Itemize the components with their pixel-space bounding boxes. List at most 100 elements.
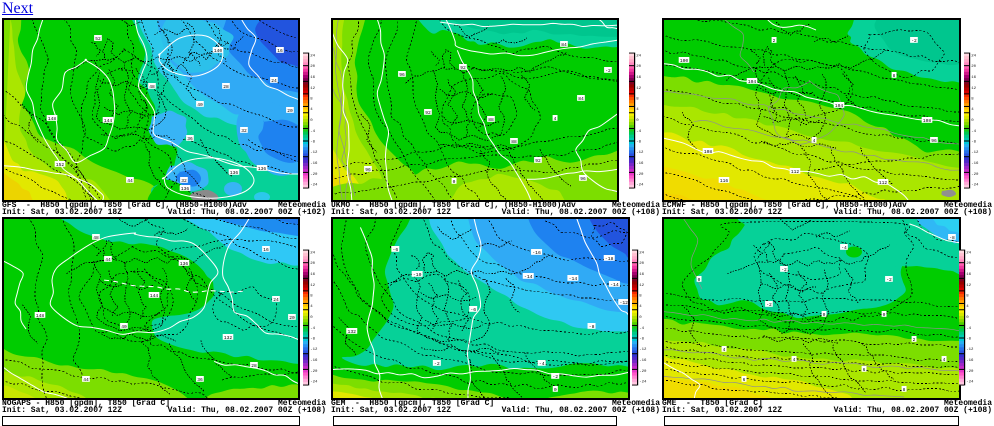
svg-text:-8: -8 — [636, 141, 641, 145]
svg-text:16: 16 — [636, 76, 641, 80]
svg-text:-16: -16 — [971, 162, 979, 166]
svg-text:148: 148 — [36, 313, 45, 319]
svg-text:-16: -16 — [532, 250, 541, 256]
svg-text:52: 52 — [95, 36, 101, 42]
svg-text:-24: -24 — [639, 381, 647, 385]
svg-text:12: 12 — [310, 284, 315, 288]
svg-text:16: 16 — [310, 273, 315, 277]
svg-text:84: 84 — [578, 96, 584, 102]
svg-text:20: 20 — [287, 108, 293, 114]
svg-text:92: 92 — [460, 65, 466, 71]
svg-text:20: 20 — [310, 262, 315, 266]
svg-text:104: 104 — [835, 103, 844, 109]
svg-text:16: 16 — [639, 273, 644, 277]
svg-text:-4: -4 — [966, 327, 971, 331]
svg-text:96: 96 — [580, 176, 586, 182]
svg-text:32: 32 — [241, 128, 247, 134]
svg-text:24: 24 — [310, 252, 315, 256]
svg-text:-14: -14 — [569, 276, 578, 282]
svg-text:136: 136 — [230, 170, 239, 176]
svg-text:20: 20 — [971, 65, 976, 69]
svg-text:-6: -6 — [470, 307, 476, 313]
svg-text:2: 2 — [773, 38, 776, 44]
svg-text:-14: -14 — [610, 282, 619, 288]
svg-text:4: 4 — [813, 138, 816, 144]
svg-text:144: 144 — [104, 118, 113, 124]
svg-text:-2: -2 — [911, 38, 917, 44]
svg-text:40: 40 — [121, 324, 127, 330]
svg-text:-20: -20 — [971, 173, 979, 177]
svg-text:-2: -2 — [766, 302, 772, 308]
svg-text:0: 0 — [883, 312, 886, 318]
svg-text:0: 0 — [453, 179, 456, 185]
svg-text:12: 12 — [639, 284, 644, 288]
svg-text:20: 20 — [636, 65, 641, 69]
svg-text:4: 4 — [310, 305, 313, 309]
svg-text:-4: -4 — [310, 327, 315, 331]
svg-text:0: 0 — [639, 316, 642, 320]
svg-text:-18: -18 — [605, 256, 614, 262]
svg-text:0: 0 — [310, 119, 313, 123]
svg-text:-24: -24 — [971, 184, 979, 188]
svg-text:96: 96 — [399, 72, 405, 78]
svg-text:-20: -20 — [310, 173, 318, 177]
svg-text:-2: -2 — [605, 68, 611, 74]
svg-text:-4: -4 — [636, 130, 641, 134]
svg-text:-12: -12 — [310, 151, 318, 155]
svg-text:-16: -16 — [966, 359, 974, 363]
svg-text:132: 132 — [347, 329, 356, 335]
svg-text:-24: -24 — [310, 381, 318, 385]
svg-text:6: 6 — [863, 367, 866, 373]
svg-text:-12: -12 — [639, 348, 647, 352]
svg-text:2: 2 — [913, 337, 916, 343]
svg-text:16: 16 — [263, 247, 269, 253]
svg-text:24: 24 — [639, 252, 644, 256]
svg-text:16: 16 — [310, 76, 315, 80]
svg-text:96: 96 — [931, 138, 937, 144]
svg-text:8: 8 — [903, 387, 906, 393]
svg-text:84: 84 — [561, 42, 567, 48]
svg-text:-4: -4 — [539, 361, 545, 367]
svg-text:4: 4 — [793, 357, 796, 363]
svg-text:-8: -8 — [639, 338, 644, 342]
svg-text:-10: -10 — [413, 272, 422, 278]
svg-text:4: 4 — [636, 108, 639, 112]
svg-text:24: 24 — [971, 55, 976, 59]
svg-text:116: 116 — [720, 178, 729, 184]
svg-text:40: 40 — [197, 102, 203, 108]
svg-text:-4: -4 — [971, 130, 976, 134]
svg-text:108: 108 — [923, 118, 932, 124]
svg-text:-16: -16 — [639, 359, 647, 363]
svg-text:-20: -20 — [310, 370, 318, 374]
svg-text:48: 48 — [93, 235, 99, 241]
svg-text:8: 8 — [639, 295, 642, 299]
svg-text:104: 104 — [748, 79, 757, 85]
svg-text:20: 20 — [966, 262, 971, 266]
svg-text:24: 24 — [273, 297, 279, 303]
svg-text:8: 8 — [310, 98, 313, 102]
svg-text:-14: -14 — [524, 274, 533, 280]
svg-text:8: 8 — [966, 295, 969, 299]
svg-text:0: 0 — [698, 277, 701, 283]
svg-text:-8: -8 — [589, 324, 595, 330]
svg-text:-8: -8 — [310, 338, 315, 342]
svg-text:92: 92 — [425, 110, 431, 116]
svg-text:20: 20 — [310, 65, 315, 69]
svg-text:0: 0 — [310, 316, 313, 320]
svg-text:4: 4 — [639, 305, 642, 309]
svg-text:-6: -6 — [393, 247, 399, 253]
svg-text:4: 4 — [943, 357, 946, 363]
svg-text:4: 4 — [723, 347, 726, 353]
svg-text:-12: -12 — [636, 151, 644, 155]
svg-text:136: 136 — [181, 186, 190, 192]
svg-text:24: 24 — [966, 252, 971, 256]
svg-text:-16: -16 — [310, 162, 318, 166]
svg-text:12: 12 — [636, 87, 641, 91]
svg-text:0: 0 — [966, 316, 969, 320]
svg-text:8: 8 — [893, 73, 896, 79]
svg-text:0: 0 — [823, 312, 826, 318]
svg-text:8: 8 — [971, 98, 974, 102]
svg-text:28: 28 — [251, 363, 257, 369]
svg-text:88: 88 — [511, 139, 517, 145]
svg-text:36: 36 — [187, 136, 193, 142]
